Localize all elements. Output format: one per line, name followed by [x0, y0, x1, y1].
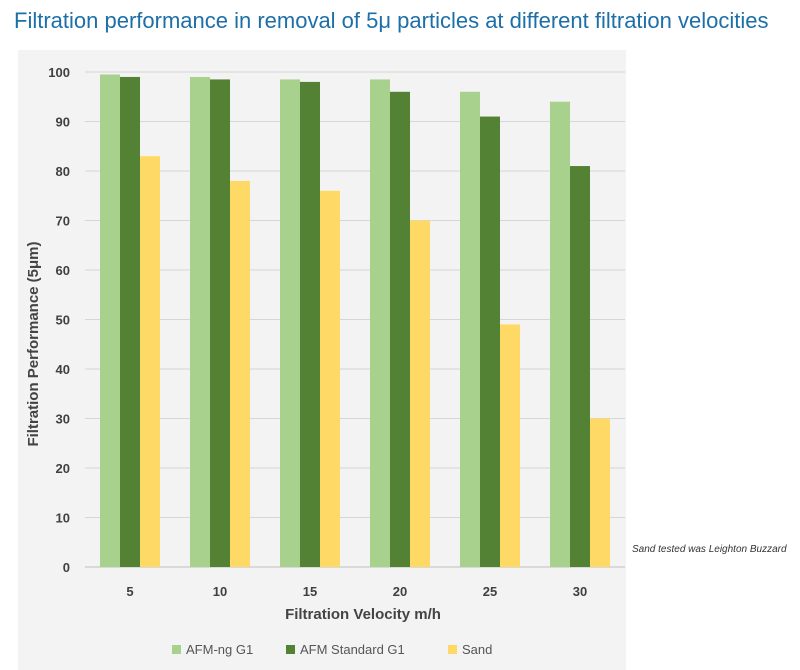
y-tick-label: 10: [56, 511, 70, 526]
bar-sand-5: [140, 156, 160, 567]
legend-swatch: [448, 645, 457, 654]
y-tick-label: 100: [48, 65, 70, 80]
bar-afm-standard-g1-20: [390, 91, 410, 568]
bar-afm-ng-g1-20: [370, 79, 390, 568]
chart-title: Filtration performance in removal of 5μ …: [14, 8, 769, 33]
bar-sand-20: [410, 220, 430, 567]
y-tick-label: 90: [56, 115, 70, 130]
y-tick-label: 50: [56, 313, 70, 328]
y-tick-label: 60: [56, 263, 70, 278]
bars: [100, 74, 610, 568]
x-tick-label: 20: [393, 584, 407, 599]
y-tick-label: 20: [56, 461, 70, 476]
bar-afm-ng-g1-30: [550, 101, 570, 567]
y-tick-label: 80: [56, 164, 70, 179]
legend-label: AFM Standard G1: [300, 642, 405, 657]
legend-swatch: [172, 645, 181, 654]
y-tick-label: 30: [56, 412, 70, 427]
x-axis-ticks: 5 10 15 20 25 30: [126, 584, 587, 599]
y-tick-label: 0: [63, 560, 70, 575]
x-tick-label: 5: [126, 584, 133, 599]
bar-afm-ng-g1-10: [190, 76, 210, 567]
bar-afm-standard-g1-25: [480, 116, 500, 568]
bar-afm-standard-g1-30: [570, 166, 590, 568]
y-tick-label: 70: [56, 214, 70, 229]
bar-afm-standard-g1-15: [300, 81, 320, 568]
y-axis-label: Filtration Performance (5μm): [25, 241, 42, 446]
x-tick-label: 30: [573, 584, 587, 599]
bar-afm-ng-g1-15: [280, 79, 300, 568]
legend: AFM-ng G1 AFM Standard G1 Sand: [172, 642, 492, 657]
bar-afm-ng-g1-25: [460, 91, 480, 568]
x-tick-label: 25: [483, 584, 497, 599]
legend-label: AFM-ng G1: [186, 642, 253, 657]
bar-sand-10: [230, 180, 250, 567]
bar-sand-30: [590, 418, 610, 567]
y-tick-label: 40: [56, 362, 70, 377]
bar-afm-standard-g1-10: [210, 79, 230, 568]
bar-sand-15: [320, 190, 340, 568]
bar-afm-ng-g1-5: [100, 74, 120, 567]
legend-label: Sand: [462, 642, 492, 657]
legend-swatch: [286, 645, 295, 654]
y-axis-ticks: 0 10 20 30 40 50 60 70 80 90 100: [48, 65, 70, 575]
bar-afm-standard-g1-5: [120, 76, 140, 567]
x-axis-label: Filtration Velocity m/h: [285, 606, 441, 623]
bar-sand-25: [500, 324, 520, 567]
gridlines: [85, 71, 625, 568]
footnote: Sand tested was Leighton Buzzard: [632, 544, 787, 555]
x-tick-label: 10: [213, 584, 227, 599]
x-tick-label: 15: [303, 584, 317, 599]
